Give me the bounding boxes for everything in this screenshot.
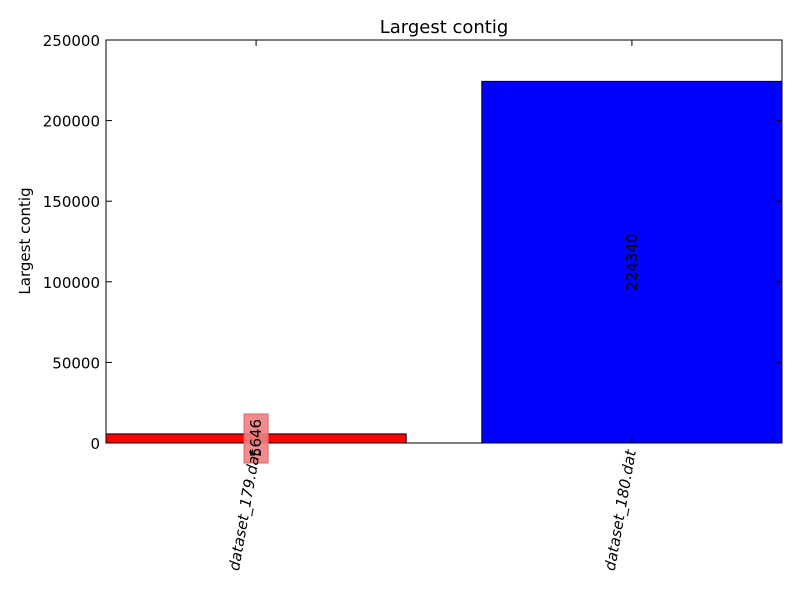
value-label-highlight [243, 413, 269, 464]
y-tick-label: 200000 [43, 113, 100, 131]
bar-dataset-180-dat [481, 80, 783, 444]
y-tick-label: 100000 [43, 274, 100, 292]
chart-title: Largest contig [380, 17, 509, 38]
y-tick-label: 0 [90, 435, 100, 453]
value-label: 5646 [247, 419, 265, 457]
y-tick-label: 150000 [43, 193, 100, 211]
y-axis-label: Largest contig [16, 187, 34, 294]
value-label: 224340 [623, 234, 641, 291]
y-tick-label: 50000 [52, 354, 100, 372]
y-tick-label: 250000 [43, 32, 100, 50]
plot-frame [105, 39, 783, 444]
